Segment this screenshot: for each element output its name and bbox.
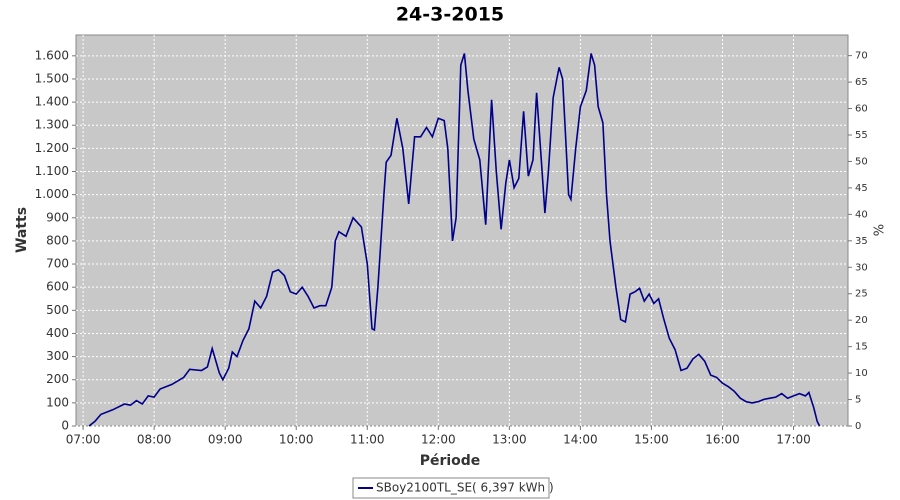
x-tick-label: 14:00: [563, 433, 598, 447]
y-tick-label: 400: [46, 326, 69, 340]
y2-tick-label: 35: [855, 236, 868, 247]
x-tick-label: 17:00: [776, 433, 811, 447]
y-tick-label: 0: [61, 419, 69, 433]
x-tick-label: 15:00: [634, 433, 669, 447]
y2-tick-label: 25: [855, 289, 868, 300]
x-tick-label: 10:00: [279, 433, 314, 447]
y-tick-label: 1.500: [35, 71, 69, 85]
x-tick-label: 12:00: [421, 433, 456, 447]
x-tick-label: 07:00: [66, 433, 101, 447]
chart-title: 24-3-2015: [396, 4, 504, 26]
y2-tick-label: 40: [855, 209, 868, 220]
y-tick-label: 1.100: [35, 164, 69, 178]
y-tick-label: 100: [46, 395, 69, 409]
y2-tick-label: 70: [855, 51, 868, 62]
x-tick-label: 08:00: [137, 433, 172, 447]
x-tick-label: 09:00: [208, 433, 243, 447]
y-tick-label: 200: [46, 372, 69, 386]
y-tick-label: 1.400: [35, 95, 69, 109]
y-tick-label: 700: [46, 257, 69, 271]
x-tick-label: 13:00: [492, 433, 527, 447]
y2-tick-label: 0: [855, 421, 861, 432]
y2-tick-label: 60: [855, 104, 868, 115]
y-tick-label: 800: [46, 233, 69, 247]
y2-tick-label: 20: [855, 315, 868, 326]
x-axis-label: Période: [420, 453, 481, 469]
legend: [352, 477, 550, 499]
y2-tick-label: 50: [855, 156, 868, 167]
x-tick-label: 16:00: [705, 433, 740, 447]
y-tick-label: 1.000: [35, 187, 69, 201]
y2-tick-label: 15: [855, 342, 868, 353]
y2-tick-label: 5: [855, 395, 861, 406]
y2-tick-label: 10: [855, 368, 868, 379]
y-tick-label: 1.200: [35, 141, 69, 155]
y2-tick-label: 45: [855, 183, 868, 194]
legend-label: SBoy2100TL_SE( 6,397 kWh ): [376, 481, 554, 495]
y-tick-label: 1.300: [35, 118, 69, 132]
y-tick-label: 500: [46, 303, 69, 317]
y-tick-label: 300: [46, 349, 69, 363]
plot-area: [75, 34, 849, 427]
y2-tick-label: 30: [855, 262, 868, 273]
data-line: [88, 53, 821, 427]
y-tick-label: 1.600: [35, 48, 69, 62]
y-tick-label: 600: [46, 280, 69, 294]
y2-tick-label: 55: [855, 130, 868, 141]
y-tick-label: 900: [46, 210, 69, 224]
y2-tick-label: 65: [855, 77, 868, 88]
y2-axis-label: %: [873, 224, 888, 236]
x-tick-label: 11:00: [350, 433, 385, 447]
y-axis-label: Watts: [14, 207, 30, 253]
